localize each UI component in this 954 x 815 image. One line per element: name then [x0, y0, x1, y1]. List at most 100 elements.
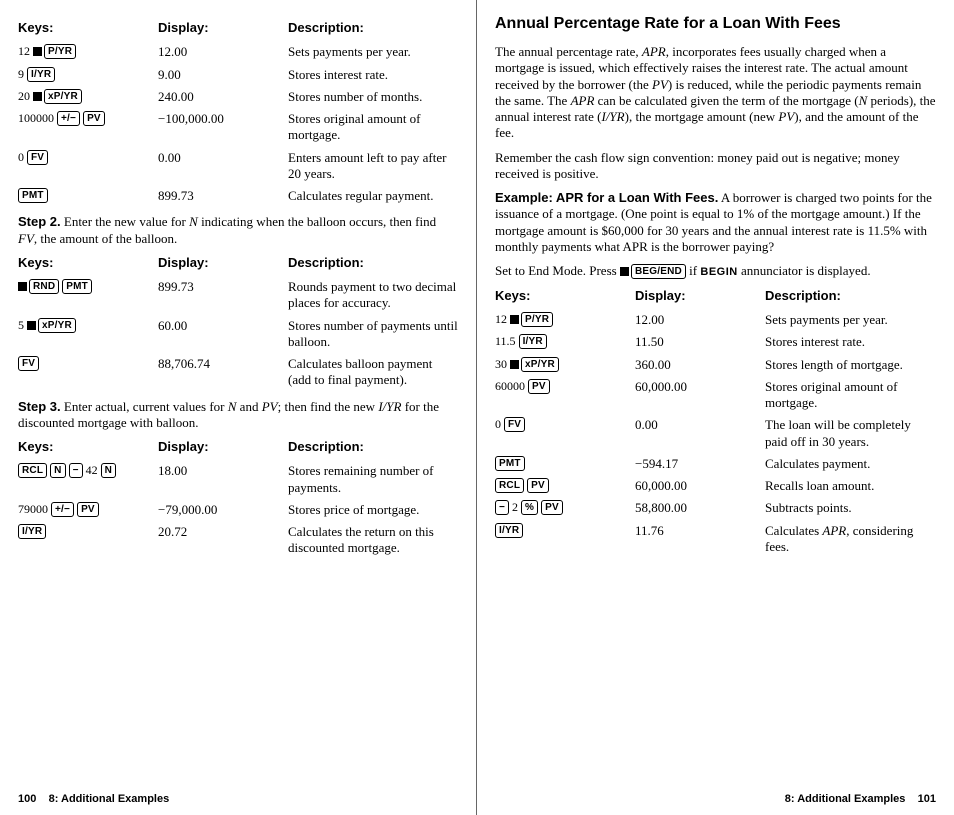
table-row: I/YR 11.76Calculates APR, considering fee… — [495, 523, 936, 556]
description-cell: Stores number of months. — [288, 89, 458, 105]
table-row: 9 I/YR9.00Stores interest rate. — [18, 67, 458, 83]
chapter-label: 8: Additional Examples — [49, 793, 170, 805]
column-headers: Keys: Display: Description: — [495, 288, 936, 304]
shift-icon — [510, 360, 519, 369]
column-headers: Keys: Display: Description: — [18, 20, 458, 36]
display-cell: 60,000.00 — [635, 478, 765, 494]
page-right: Annual Percentage Rate for a Loan With F… — [477, 0, 954, 815]
chapter-label: 8: Additional Examples — [785, 793, 906, 805]
key-pv: PV — [528, 379, 550, 394]
key-xpyr: xP/YR — [521, 357, 559, 372]
display-cell: 899.73 — [158, 279, 288, 295]
key-: % — [521, 500, 538, 515]
para-2: Remember the cash flow sign convention: … — [495, 150, 936, 183]
display-cell: 9.00 — [158, 67, 288, 83]
description-cell: Stores interest rate. — [288, 67, 458, 83]
page-number: 101 — [918, 793, 936, 805]
left-table-3: RCL N − 42 N18.00Stores remaining number… — [18, 463, 458, 556]
key-pv: PV — [77, 502, 99, 517]
footer-right: 8: Additional Examples 101 — [785, 793, 936, 807]
key-fv: FV — [504, 417, 525, 432]
description-cell: Subtracts points. — [765, 500, 936, 516]
display-cell: 20.72 — [158, 524, 288, 540]
keys-cell: PMT — [495, 456, 635, 471]
description-cell: Sets payments per year. — [765, 312, 936, 328]
description-cell: Stores length of mortgage. — [765, 357, 936, 373]
set-mode-line: Set to End Mode. Press BEG/END if BEGIN … — [495, 263, 936, 280]
table-row: PMT−594.17Calculates payment. — [495, 456, 936, 472]
description-cell: Stores original amount of mortgage. — [288, 111, 458, 144]
description-cell: Stores number of payments until balloon. — [288, 318, 458, 351]
display-cell: 11.76 — [635, 523, 765, 539]
key-n: N — [101, 463, 116, 478]
keys-cell: RND PMT — [18, 279, 158, 294]
table-row: 20 xP/YR240.00Stores number of months. — [18, 89, 458, 105]
table-row: 12 P/YR12.00Sets payments per year. — [495, 312, 936, 328]
key-fv: FV — [18, 356, 39, 371]
keys-cell: − 2 % PV — [495, 500, 635, 515]
table-row: 5 xP/YR60.00Stores number of payments un… — [18, 318, 458, 351]
key-pmt: PMT — [495, 456, 525, 471]
right-table: 12 P/YR12.00Sets payments per year.11.5 … — [495, 312, 936, 555]
shift-icon — [27, 321, 36, 330]
col-desc: Description: — [288, 20, 458, 36]
display-cell: −594.17 — [635, 456, 765, 472]
key-pmt: PMT — [62, 279, 92, 294]
step3-label: Step 3. — [18, 399, 61, 414]
table-row: 100000 +/− PV−100,000.00Stores original … — [18, 111, 458, 144]
display-cell: 12.00 — [158, 44, 288, 60]
table-row: I/YR20.72Calculates the return on this d… — [18, 524, 458, 557]
key-pmt: PMT — [18, 188, 48, 203]
keys-cell: I/YR — [495, 523, 635, 538]
keys-cell: 0 FV — [495, 417, 635, 432]
page-number: 100 — [18, 793, 36, 805]
example-para: Example: APR for a Loan With Fees. A bor… — [495, 190, 936, 255]
shift-icon — [33, 47, 42, 56]
example-label: Example: APR for a Loan With Fees. — [495, 190, 718, 205]
key-iyr: I/YR — [27, 67, 55, 82]
shift-icon — [620, 267, 629, 276]
col-display: Display: — [158, 20, 288, 36]
table-row: 30 xP/YR360.00Stores length of mortgage. — [495, 357, 936, 373]
display-cell: 18.00 — [158, 463, 288, 479]
display-cell: 899.73 — [158, 188, 288, 204]
display-cell: −100,000.00 — [158, 111, 288, 127]
keys-cell: 100000 +/− PV — [18, 111, 158, 126]
keys-cell: 79000 +/− PV — [18, 502, 158, 517]
key-: +/− — [51, 502, 74, 517]
keys-cell: FV — [18, 356, 158, 371]
step3-text: Step 3. Enter actual, current values for… — [18, 399, 458, 432]
section-title: Annual Percentage Rate for a Loan With F… — [495, 14, 936, 34]
keys-cell: 12 P/YR — [495, 312, 635, 327]
table-row: RND PMT899.73Rounds payment to two decim… — [18, 279, 458, 312]
shift-icon — [18, 282, 27, 291]
description-cell: Calculates balloon payment (add to final… — [288, 356, 458, 389]
key-n: N — [50, 463, 65, 478]
description-cell: Sets payments per year. — [288, 44, 458, 60]
keys-cell: 0 FV — [18, 150, 158, 165]
display-cell: 88,706.74 — [158, 356, 288, 372]
footer-left: 100 8: Additional Examples — [18, 793, 169, 807]
key-iyr: I/YR — [18, 524, 46, 539]
key-iyr: I/YR — [519, 334, 547, 349]
key-iyr: I/YR — [495, 523, 523, 538]
display-cell: 60,000.00 — [635, 379, 765, 395]
table-row: − 2 % PV58,800.00Subtracts points. — [495, 500, 936, 516]
description-cell: Recalls loan amount. — [765, 478, 936, 494]
column-headers: Keys: Display: Description: — [18, 439, 458, 455]
key-pyr: P/YR — [521, 312, 553, 327]
description-cell: Calculates APR, considering fees. — [765, 523, 936, 556]
shift-icon — [33, 92, 42, 101]
key-xpyr: xP/YR — [38, 318, 76, 333]
keys-cell: I/YR — [18, 524, 158, 539]
keys-cell: 60000 PV — [495, 379, 635, 394]
description-cell: Rounds payment to two decimal places for… — [288, 279, 458, 312]
col-keys: Keys: — [18, 20, 158, 36]
display-cell: 60.00 — [158, 318, 288, 334]
table-row: 0 FV0.00Enters amount left to pay after … — [18, 150, 458, 183]
key-rnd: RND — [29, 279, 59, 294]
key-rcl: RCL — [495, 478, 524, 493]
description-cell: Stores remaining number of payments. — [288, 463, 458, 496]
key-xpyr: xP/YR — [44, 89, 82, 104]
display-cell: 0.00 — [158, 150, 288, 166]
